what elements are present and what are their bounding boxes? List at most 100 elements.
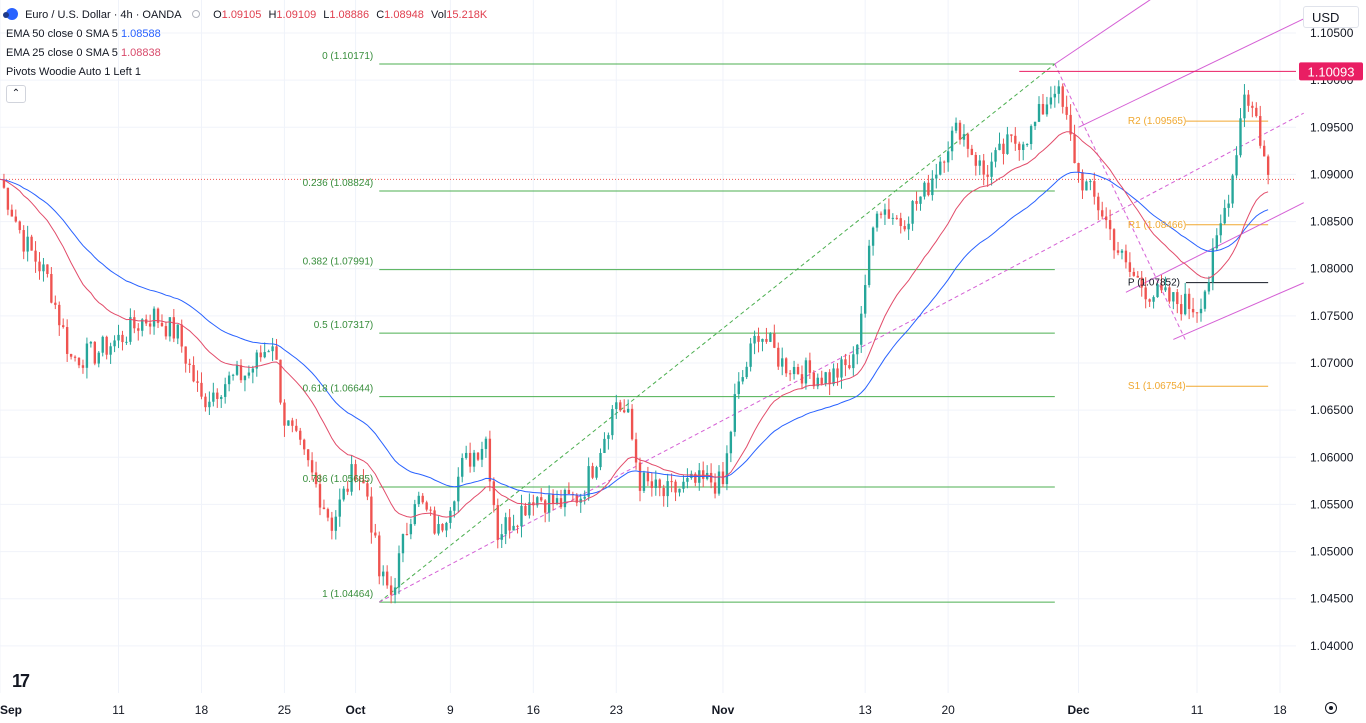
candle-body [528,502,531,516]
candle-body [180,324,183,347]
candle-body [1184,293,1187,315]
candle-body [1239,118,1242,156]
candle-body [164,326,168,337]
candle-body [42,264,45,272]
candle-body [555,498,559,505]
candle-body [148,323,152,327]
candle-body [291,420,294,426]
candle-body [1061,86,1064,107]
candle-body [749,343,752,367]
candle-body [1266,156,1270,175]
candle-body [338,499,341,517]
candle-body [1235,155,1238,176]
candle-body [133,317,136,329]
indicator-ema25[interactable]: EMA 25 close 0 SMA 5 1.08838 [6,44,487,63]
x-tick-label: 23 [610,703,624,717]
symbol-title[interactable]: Euro / U.S. Dollar · 4h · OANDA [25,9,181,21]
candle-body [93,341,96,364]
y-tick-label: 1.06500 [1310,403,1354,417]
candle-body [1215,235,1218,249]
y-tick-label: 1.06000 [1310,450,1354,464]
candle-body [326,509,330,518]
x-tick-label: Sep [0,703,22,717]
y-tick-label: 1.09500 [1310,120,1354,134]
candle-body [279,359,282,403]
candle-body [587,466,590,497]
currency-selector[interactable]: USD [1303,6,1359,28]
candle-body [662,487,665,497]
candle-body [1128,262,1132,272]
candle-body [457,476,460,502]
candle-body [267,351,270,353]
candle-body [666,481,669,497]
candle-body [943,161,946,163]
indicator-ema25-label: EMA 25 close 0 SMA 5 [6,47,118,59]
candle-body [224,384,227,397]
candle-body [1049,97,1053,105]
settings-icon[interactable] [1325,702,1337,714]
pivot-label: R1 (1.08466) [1128,220,1186,231]
high-label: H [268,9,277,21]
candle-body [306,449,310,461]
candle-body [322,507,326,510]
candle-body [1187,293,1191,309]
candle-body [239,365,243,381]
candle-body [871,227,875,246]
candle-body [990,161,993,177]
candle-body [271,346,274,352]
candle-body [1180,304,1183,315]
candle-body [1077,163,1080,173]
candle-body [1014,135,1017,144]
y-tick-label: 1.08500 [1310,215,1354,229]
candle-body [808,360,812,373]
candle-body [1045,104,1049,115]
candle-body [310,460,314,473]
candle-body [295,425,298,431]
candle-body [1065,106,1068,115]
candle-body [927,182,930,196]
indicator-ema50[interactable]: EMA 50 close 0 SMA 5 1.08588 [6,25,487,44]
candle-body [504,517,507,535]
candle-body [54,302,57,305]
candle-body [828,372,831,385]
candle-body [1144,287,1147,300]
candle-body [804,360,808,384]
candle-body [330,517,334,531]
candle-body [931,178,934,196]
fib-trend-line [378,63,1056,603]
market-status-icon [192,10,201,18]
candle-body [437,523,440,534]
candle-body [781,358,784,367]
candle-body [1152,297,1155,302]
indicator-pivots[interactable]: Pivots Woodie Auto 1 Left 1 [6,63,487,82]
indicator-pivots-label: Pivots Woodie Auto 1 Left 1 [6,66,141,78]
tradingview-logo[interactable]: 17 [12,671,30,691]
candle-body [346,488,349,492]
grid [0,0,1296,693]
candle-body [626,408,630,413]
candle-body [461,457,464,477]
candle-body [540,497,543,501]
low-label: L [323,9,330,21]
candle-body [694,473,697,483]
candle-body [1148,299,1151,302]
candle-body [737,381,740,395]
candle-body [638,462,642,491]
candle-body [26,236,29,252]
y-tick-label: 1.07000 [1310,356,1354,370]
candle-body [591,466,594,478]
candle-body [350,464,353,492]
candle-body [721,471,725,485]
candle-body [686,477,689,482]
candle-body [788,373,792,375]
candle-body [1093,181,1096,197]
candle-body [879,213,883,215]
collapse-legend-button[interactable]: ⌃ [6,85,26,103]
x-tick-label: 18 [195,703,209,717]
candle-body [65,327,69,354]
candle-body [259,352,262,358]
ema50-line [0,171,1269,496]
x-tick-label: 20 [941,703,955,717]
candle-body [318,484,322,508]
